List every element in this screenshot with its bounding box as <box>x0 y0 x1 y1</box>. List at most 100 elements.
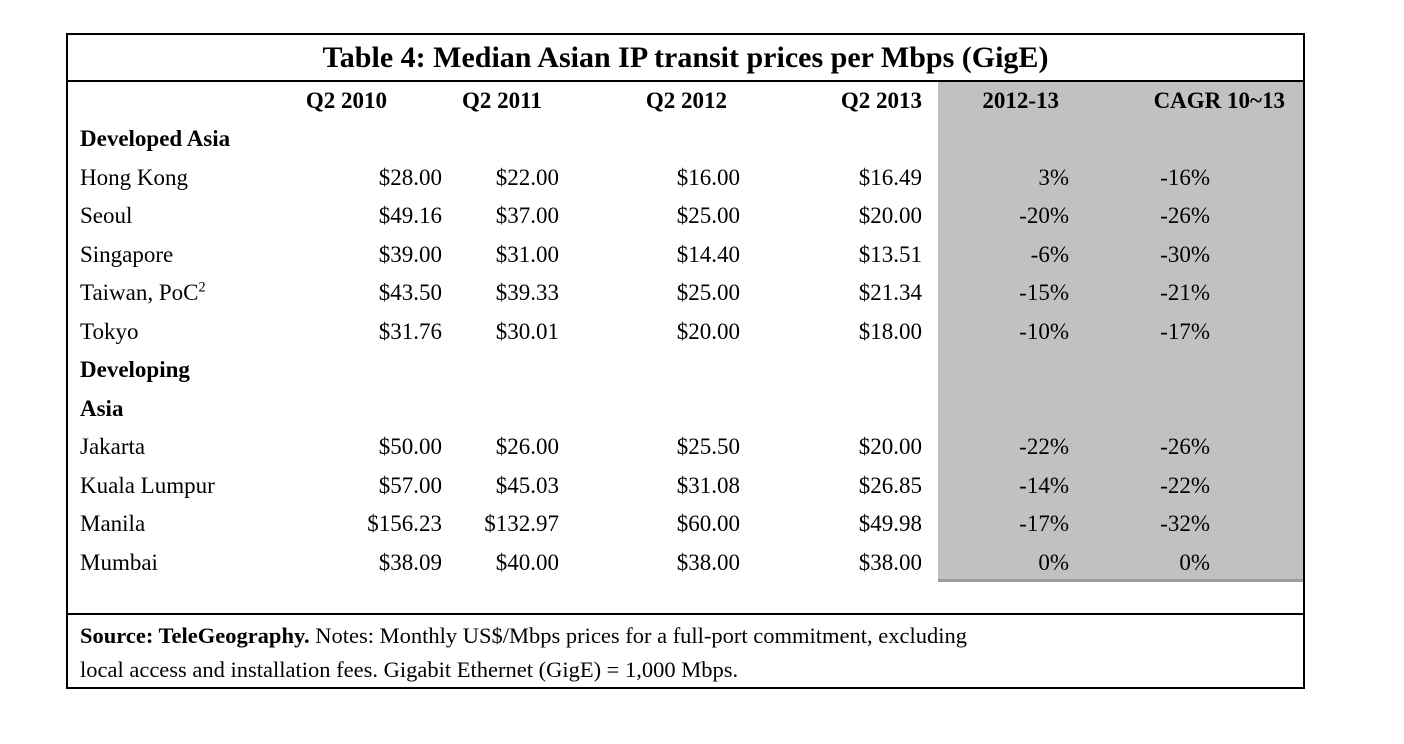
price-cell <box>760 120 938 159</box>
row-label: Tokyo <box>80 318 139 344</box>
price-cell: $156.23 <box>367 511 442 536</box>
price-cell: $45.03 <box>495 472 559 498</box>
price-cell: $38.09 <box>378 549 442 575</box>
header-cagr-10-13: CAGR 10~13 <box>1082 82 1303 120</box>
price-cell: $18.00 <box>858 318 922 344</box>
row-label: Mumbai <box>80 549 158 575</box>
table-header-row: Q2 2010 Q2 2011 Q2 2012 Q2 2013 2012-13 … <box>68 82 1303 120</box>
pct-cell: -16% <box>1082 158 1303 197</box>
price-cell <box>254 120 462 159</box>
pct-cell: -22% <box>1082 466 1303 505</box>
price-cell: $43.50 <box>378 280 442 305</box>
price-cell: $39.00 <box>378 241 442 267</box>
table-row: Jakarta $50.00 $26.00 $25.50 $20.00 -22% -26% <box>68 428 1303 467</box>
pct-cell: -26% <box>1082 197 1303 236</box>
notes-text-line1: Notes: Monthly US$/Mbps prices for a ful… <box>309 623 968 648</box>
price-cell <box>760 390 938 429</box>
row-label: Asia <box>80 395 124 421</box>
price-cell: $22.00 <box>495 164 559 190</box>
pct-cell: -32% <box>1082 505 1303 544</box>
table-row: Tokyo $31.76 $30.01 $20.00 $18.00 -10% -17% <box>68 312 1303 351</box>
table-row: Taiwan, PoC2 $43.50 $39.33 $25.00 $21.34 -15%… <box>68 274 1303 313</box>
pct-cell: -30% <box>1082 235 1303 274</box>
pct-cell <box>1082 389 1303 428</box>
price-cell: $132.97 <box>484 511 559 536</box>
row-label: Jakarta <box>80 434 146 459</box>
pct-cell: -21% <box>1082 274 1303 313</box>
pct-cell <box>1082 351 1303 390</box>
pct-cell: -6% <box>938 235 1082 274</box>
row-label: Kuala Lumpur <box>80 472 215 498</box>
row-label: Seoul <box>80 203 133 228</box>
price-cell: $14.40 <box>676 241 740 267</box>
header-q2-2010: Q2 2010 <box>305 88 387 113</box>
section-row: Developed Asia <box>68 120 1303 159</box>
price-cell: $16.49 <box>858 164 922 190</box>
pct-cell: -22% <box>938 428 1082 467</box>
header-q2-2011: Q2 2011 <box>462 88 542 113</box>
price-cell: $20.00 <box>676 318 740 344</box>
row-label: Developing <box>80 357 190 382</box>
header-empty <box>68 82 254 120</box>
source-label: Source: TeleGeography. <box>80 623 310 648</box>
price-cell <box>254 351 462 390</box>
table-title: Table 4: Median Asian IP transit prices … <box>68 35 1303 82</box>
price-cell: $25.00 <box>676 280 740 305</box>
row-label: Hong Kong <box>80 164 188 190</box>
pct-cell: -20% <box>938 197 1082 236</box>
table-row: Manila $156.23 $132.97 $60.00 $49.98 -17% -32% <box>68 505 1303 544</box>
table-4-frame: Table 4: Median Asian IP transit prices … <box>66 33 1305 689</box>
source-notes: Source: TeleGeography. Notes: Monthly US… <box>68 613 1303 695</box>
price-cell: $26.85 <box>858 472 922 498</box>
price-cell: $49.98 <box>858 511 922 536</box>
section-row: Developing <box>68 351 1303 390</box>
pct-cell: -15% <box>938 274 1082 313</box>
price-cell: $37.00 <box>495 203 559 228</box>
table-row: Singapore $39.00 $31.00 $14.40 $13.51 -6% -30% <box>68 235 1303 274</box>
price-cell: $50.00 <box>378 434 442 459</box>
price-cell <box>760 351 938 390</box>
pct-cell: -14% <box>938 466 1082 505</box>
price-cell: $31.00 <box>495 241 559 267</box>
price-cell: $39.33 <box>495 280 559 305</box>
pct-cell: 0% <box>1082 543 1303 582</box>
pct-cell: -10% <box>938 312 1082 351</box>
price-cell <box>462 390 579 429</box>
table-row: Seoul $49.16 $37.00 $25.00 $20.00 -20% -26% <box>68 197 1303 236</box>
pct-cell: 0% <box>938 543 1082 582</box>
table-rows: Developed Asia Hong Kong $28.00 $22.00 $16.0… <box>68 120 1303 582</box>
pct-cell: -17% <box>1082 312 1303 351</box>
pct-cell <box>938 120 1082 159</box>
price-cell: $38.00 <box>676 549 740 575</box>
header-2012-13: 2012-13 <box>938 82 1082 120</box>
price-cell <box>462 120 579 159</box>
price-cell: $60.00 <box>676 511 740 536</box>
price-cell: $13.51 <box>858 241 922 267</box>
table-row: Kuala Lumpur $57.00 $45.03 $31.08 $26.85 -14%… <box>68 466 1303 505</box>
footnote-marker: 2 <box>198 279 206 296</box>
empty-spacer-row <box>68 582 1303 613</box>
row-label: Singapore <box>80 241 174 267</box>
table-row: Hong Kong $28.00 $22.00 $16.00 $16.49 3% -16% <box>68 158 1303 197</box>
price-cell: $28.00 <box>378 164 442 190</box>
pct-cell <box>938 389 1082 428</box>
row-label: Taiwan, PoC2 <box>80 279 206 305</box>
price-cell <box>579 120 760 159</box>
pct-cell: -17% <box>938 505 1082 544</box>
header-q2-2012: Q2 2012 <box>645 88 727 113</box>
price-cell: $25.50 <box>676 434 740 459</box>
pct-cell <box>938 351 1082 390</box>
header-q2-2013: Q2 2013 <box>840 88 922 113</box>
price-cell: $20.00 <box>858 203 922 228</box>
section-row: Asia <box>68 389 1303 429</box>
price-cell <box>462 351 579 390</box>
price-cell: $20.00 <box>858 434 922 459</box>
price-cell: $26.00 <box>495 434 559 459</box>
price-cell: $40.00 <box>495 549 559 575</box>
price-cell <box>579 390 760 429</box>
price-cell: $38.00 <box>858 549 922 575</box>
price-cell: $49.16 <box>378 203 442 228</box>
row-label: Developed Asia <box>80 126 231 151</box>
price-cell: $57.00 <box>378 472 442 498</box>
price-cell: $16.00 <box>676 164 740 190</box>
